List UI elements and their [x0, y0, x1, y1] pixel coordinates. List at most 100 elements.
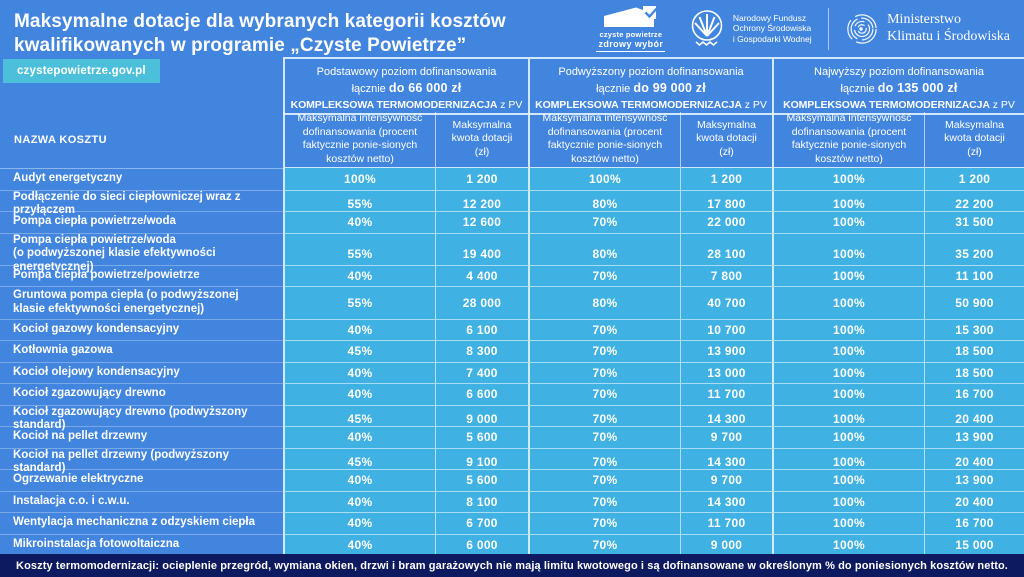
value-cell-elevated-percent: 70% [528, 211, 680, 233]
cost-name-line1: Kocioł zgazowujący drewno (podwyższony s… [13, 405, 248, 432]
value-cell-basic-amount: 4 400 [435, 264, 528, 287]
table-subheader-row: NAZWA KOSZTU Maksymalna intensywność dof… [0, 112, 1024, 169]
cost-name-line1: Mikroinstalacja fotowoltaiczna [13, 537, 180, 550]
value-cell-highest-amount: 11 100 [924, 264, 1024, 287]
value-cell-elevated-amount: 9 700 [680, 426, 772, 448]
table-row: Ogrzewanie elektryczne 40% 5 600 70% 9 7… [0, 469, 1024, 491]
value-cell-basic-amount: 8 100 [435, 490, 528, 513]
value-cell-highest-percent: 100% [772, 211, 924, 233]
value-cell-basic-percent: 40% [283, 318, 435, 341]
value-cell-basic-amount: 6 700 [435, 512, 528, 534]
value-cell-highest-amount: 15 300 [924, 318, 1024, 341]
cost-name-line1: Instalacja c.o. i c.w.u. [13, 494, 130, 507]
subheader-intensity: Maksymalna intensywność dofinansowania (… [772, 112, 924, 169]
page-title: Maksymalne dotacje dla wybranych kategor… [14, 11, 506, 56]
value-cell-highest-percent: 100% [772, 533, 924, 556]
cost-name-line1: Kotłownia gazowa [13, 344, 113, 357]
site-badge-cell: czystepowietrze.gov.pl [0, 57, 283, 115]
value-cell-elevated-amount: 10 700 [680, 318, 772, 341]
value-cell-basic-percent: 40% [283, 211, 435, 233]
cost-name-cell: Kotłownia gazowa [0, 340, 283, 362]
eagle-fingerprint-icon [847, 13, 877, 44]
table-row: Audyt energetyczny 100% 1 200 100% 1 200… [0, 168, 1024, 190]
value-cell-highest-percent: 100% [772, 286, 924, 319]
czyste-powietrze-logo: czyste powietrze zdrowy wybór [589, 5, 673, 52]
table-row: Pompa ciepła powietrze/powietrze 40% 4 4… [0, 264, 1024, 287]
table-row: Kocioł olejowy kondensacyjny 40% 7 400 7… [0, 361, 1024, 384]
value-cell-basic-amount: 28 000 [435, 286, 528, 319]
value-cell-highest-amount: 20 400 [924, 490, 1024, 513]
value-cell-elevated-amount: 22 000 [680, 211, 772, 233]
value-cell-elevated-amount: 7 800 [680, 264, 772, 287]
house-checkmark-icon [603, 5, 659, 27]
cost-name-cell: Wentylacja mechaniczna z odzyskiem ciepł… [0, 512, 283, 534]
value-cell-highest-percent: 100% [772, 340, 924, 362]
value-cell-elevated-percent: 70% [528, 490, 680, 513]
group-header-level: Podstawowy poziom dofinansowania [316, 66, 497, 78]
value-cell-elevated-amount: 13 000 [680, 361, 772, 384]
group-header-thermo: KOMPLEKSOWA TERMOMODERNIZACJA z PV [535, 98, 767, 111]
cost-name-cell: Pompa ciepła powietrze/woda (o podwyższon… [0, 232, 283, 275]
value-cell-basic-percent: 40% [283, 264, 435, 287]
value-cell-highest-percent: 100% [772, 426, 924, 448]
group-header-cell: Podwyższony poziom dofinansowania łączni… [528, 57, 772, 115]
cost-name-cell: Ogrzewanie elektryczne [0, 469, 283, 491]
value-cell-elevated-amount: 11 700 [680, 383, 772, 405]
value-cell-elevated-percent: 70% [528, 533, 680, 556]
name-column-header: NAZWA KOSZTU [0, 112, 283, 169]
value-cell-elevated-amount: 9 700 [680, 469, 772, 491]
value-cell-basic-amount: 1 200 [435, 168, 528, 190]
cost-name-line1: Podłączenie do sieci ciepłowniczej wraz … [13, 190, 241, 217]
ministry-line1: Ministerstwo [887, 12, 961, 28]
value-cell-highest-percent: 100% [772, 512, 924, 534]
table-row: Kocioł na pellet drzewny 40% 5 600 70% 9… [0, 426, 1024, 448]
table-row: Kocioł zgazowujący drewno 40% 6 600 70% … [0, 383, 1024, 405]
cost-name-line1: Kocioł na pellet drzewny (podwyższony st… [13, 448, 229, 475]
czyste-powietrze-line2: zdrowy wybór [598, 38, 664, 49]
cost-name-line1: Kocioł gazowy kondensacyjny [13, 322, 180, 335]
ministry-logo: Ministerstwo Klimatu i Środowiska [845, 12, 1010, 46]
value-cell-highest-percent: 100% [772, 383, 924, 405]
value-cell-highest-percent: 100% [772, 469, 924, 491]
table-row: Pompa ciepła powietrze/woda (o podwyższon… [0, 232, 1024, 275]
value-cell-elevated-percent: 70% [528, 383, 680, 405]
ministry-logo-text: Ministerstwo Klimatu i Środowiska [887, 12, 1010, 44]
value-cell-basic-percent: 40% [283, 533, 435, 556]
group-header-level: Najwyższy poziom dofinansowania [814, 66, 984, 78]
value-cell-highest-percent: 100% [772, 318, 924, 341]
logo-divider [827, 7, 830, 50]
table-row: Gruntowa pompa ciepła (o podwyższonej kla… [0, 286, 1024, 319]
value-cell-basic-amount: 12 600 [435, 211, 528, 233]
group-header-level: Podwyższony poziom dofinansowania [558, 66, 744, 78]
ministry-line2: Klimatu i Środowiska [887, 28, 1010, 44]
site-badge: czystepowietrze.gov.pl [3, 59, 160, 83]
cost-name-cell: Pompa ciepła powietrze/powietrze [0, 264, 283, 287]
cost-name-cell: Kocioł zgazowujący drewno (podwyższony s… [0, 404, 283, 434]
value-cell-elevated-amount: 14 300 [680, 490, 772, 513]
value-cell-basic-percent: 40% [283, 383, 435, 405]
cost-name-line1: Audyt energetyczny [13, 171, 123, 184]
nfosigw-logo: Narodowy Fundusz Ochrony Środowiska i Go… [689, 9, 812, 49]
cost-name-line1: Pompa ciepła powietrze/powietrze [13, 269, 200, 282]
cost-name-cell: Kocioł zgazowujący drewno [0, 383, 283, 405]
subheader-amount: Maksymalna kwota dotacji (zł) [924, 112, 1024, 169]
value-cell-basic-amount: 6 600 [435, 383, 528, 405]
group-header-amount: łącznie do 99 000 zł [596, 81, 706, 96]
cost-name-line2: klasie efektywności energetycznej) [13, 302, 205, 315]
value-cell-basic-percent: 40% [283, 512, 435, 534]
value-cell-highest-amount: 13 900 [924, 426, 1024, 448]
value-cell-highest-amount: 13 900 [924, 469, 1024, 491]
value-cell-elevated-percent: 80% [528, 286, 680, 319]
nfosigw-line3: i Gospodarki Wodnej [732, 33, 812, 44]
table-row: Instalacja c.o. i c.w.u. 40% 8 100 70% 1… [0, 490, 1024, 513]
value-cell-basic-percent: 55% [283, 286, 435, 319]
value-cell-elevated-amount: 1 200 [680, 168, 772, 190]
value-cell-elevated-amount: 40 700 [680, 286, 772, 319]
nfosigw-line1: Narodowy Fundusz [732, 12, 807, 23]
table-row: Kocioł na pellet drzewny (podwyższony st… [0, 447, 1024, 477]
cost-name-cell: Instalacja c.o. i c.w.u. [0, 490, 283, 513]
table-row: Kocioł zgazowujący drewno (podwyższony s… [0, 404, 1024, 434]
value-cell-elevated-percent: 70% [528, 340, 680, 362]
value-cell-highest-amount: 16 700 [924, 383, 1024, 405]
